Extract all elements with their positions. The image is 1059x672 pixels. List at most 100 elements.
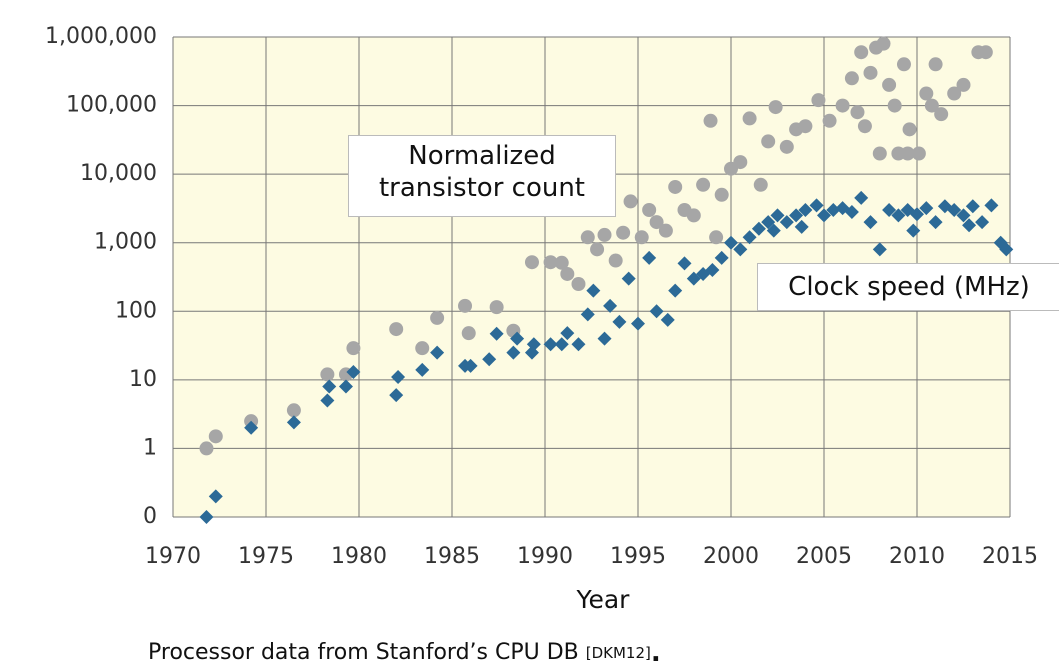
data-point: [506, 345, 521, 360]
data-point: [489, 300, 504, 315]
y-tick-label: 1,000: [94, 230, 157, 255]
data-point: [649, 304, 664, 319]
data-point: [854, 45, 869, 60]
data-point: [208, 489, 223, 504]
data-point: [346, 365, 361, 380]
x-tick-label: 2000: [703, 544, 759, 569]
data-point: [415, 341, 430, 356]
data-point: [642, 250, 657, 265]
caption-end: .: [651, 638, 661, 668]
data-point: [199, 441, 214, 456]
data-point: [975, 215, 990, 230]
x-tick-label: 1995: [610, 544, 666, 569]
data-point: [389, 322, 404, 337]
data-point: [956, 208, 971, 223]
y-tick-label: 10,000: [80, 161, 157, 186]
x-tick-label: 1990: [517, 544, 573, 569]
data-point: [956, 77, 971, 92]
data-point: [714, 250, 729, 265]
series-annotation: Clock speed (MHz): [757, 263, 1059, 311]
data-point: [857, 119, 872, 134]
data-point: [322, 379, 337, 394]
data-point: [882, 77, 897, 92]
data-point: [919, 201, 934, 216]
data-point: [554, 337, 569, 352]
data-point: [733, 155, 748, 170]
data-point: [863, 65, 878, 80]
data-point: [872, 242, 887, 257]
data-point: [642, 202, 657, 217]
data-point: [809, 198, 824, 213]
data-point: [766, 223, 781, 238]
y-tick-label: 1: [143, 435, 157, 460]
data-point: [658, 223, 673, 238]
data-point: [244, 420, 259, 435]
data-point: [560, 326, 575, 341]
data-point: [947, 86, 962, 101]
data-point: [854, 190, 869, 205]
data-point: [686, 208, 701, 223]
data-point: [668, 283, 683, 298]
data-point: [928, 215, 943, 230]
data-point: [753, 177, 768, 192]
data-point: [391, 370, 406, 385]
data-point: [789, 208, 804, 223]
data-point: [612, 314, 627, 329]
data-point: [733, 242, 748, 257]
data-point: [742, 111, 757, 126]
data-point: [543, 255, 558, 270]
data-point: [709, 230, 724, 245]
y-tick-label: 10: [129, 367, 157, 392]
data-point: [603, 298, 618, 313]
data-point: [199, 510, 214, 524]
data-point: [286, 403, 301, 418]
data-point: [872, 146, 887, 161]
data-point: [320, 367, 335, 382]
data-point: [978, 45, 993, 60]
data-point: [798, 202, 813, 217]
data-point: [703, 113, 718, 128]
y-tick-label: 0: [143, 504, 157, 529]
data-point: [965, 199, 980, 214]
x-axis-title: Year: [576, 585, 631, 614]
data-point: [761, 134, 776, 149]
data-point: [590, 242, 605, 257]
series-annotation: Normalized transistor count: [348, 135, 616, 217]
data-point: [919, 86, 934, 101]
data-point: [430, 310, 445, 325]
data-point: [586, 283, 601, 298]
data-point: [902, 122, 917, 137]
data-point: [482, 352, 497, 367]
data-point: [696, 177, 711, 192]
data-point: [608, 253, 623, 268]
data-point: [835, 98, 850, 113]
data-point: [597, 331, 612, 346]
x-tick-label: 2015: [982, 544, 1038, 569]
data-point: [463, 358, 478, 373]
data-point: [984, 198, 999, 213]
data-point: [208, 429, 223, 444]
data-point: [571, 276, 586, 291]
data-point: [751, 221, 766, 236]
data-point: [798, 119, 813, 134]
data-point: [430, 345, 445, 360]
data-point: [900, 146, 915, 161]
data-point: [770, 208, 785, 223]
data-point: [896, 57, 911, 72]
data-point: [891, 208, 906, 223]
data-point: [882, 202, 897, 217]
data-point: [822, 113, 837, 128]
data-point: [560, 266, 575, 281]
data-point: [631, 316, 645, 331]
data-point: [580, 307, 595, 322]
data-point: [543, 337, 558, 352]
data-point: [510, 331, 525, 346]
data-point: [826, 202, 841, 217]
data-point: [649, 215, 664, 230]
data-point: [597, 227, 612, 242]
data-point: [489, 326, 504, 341]
data-point: [677, 256, 692, 271]
data-point: [458, 298, 473, 313]
data-point: [714, 187, 729, 202]
